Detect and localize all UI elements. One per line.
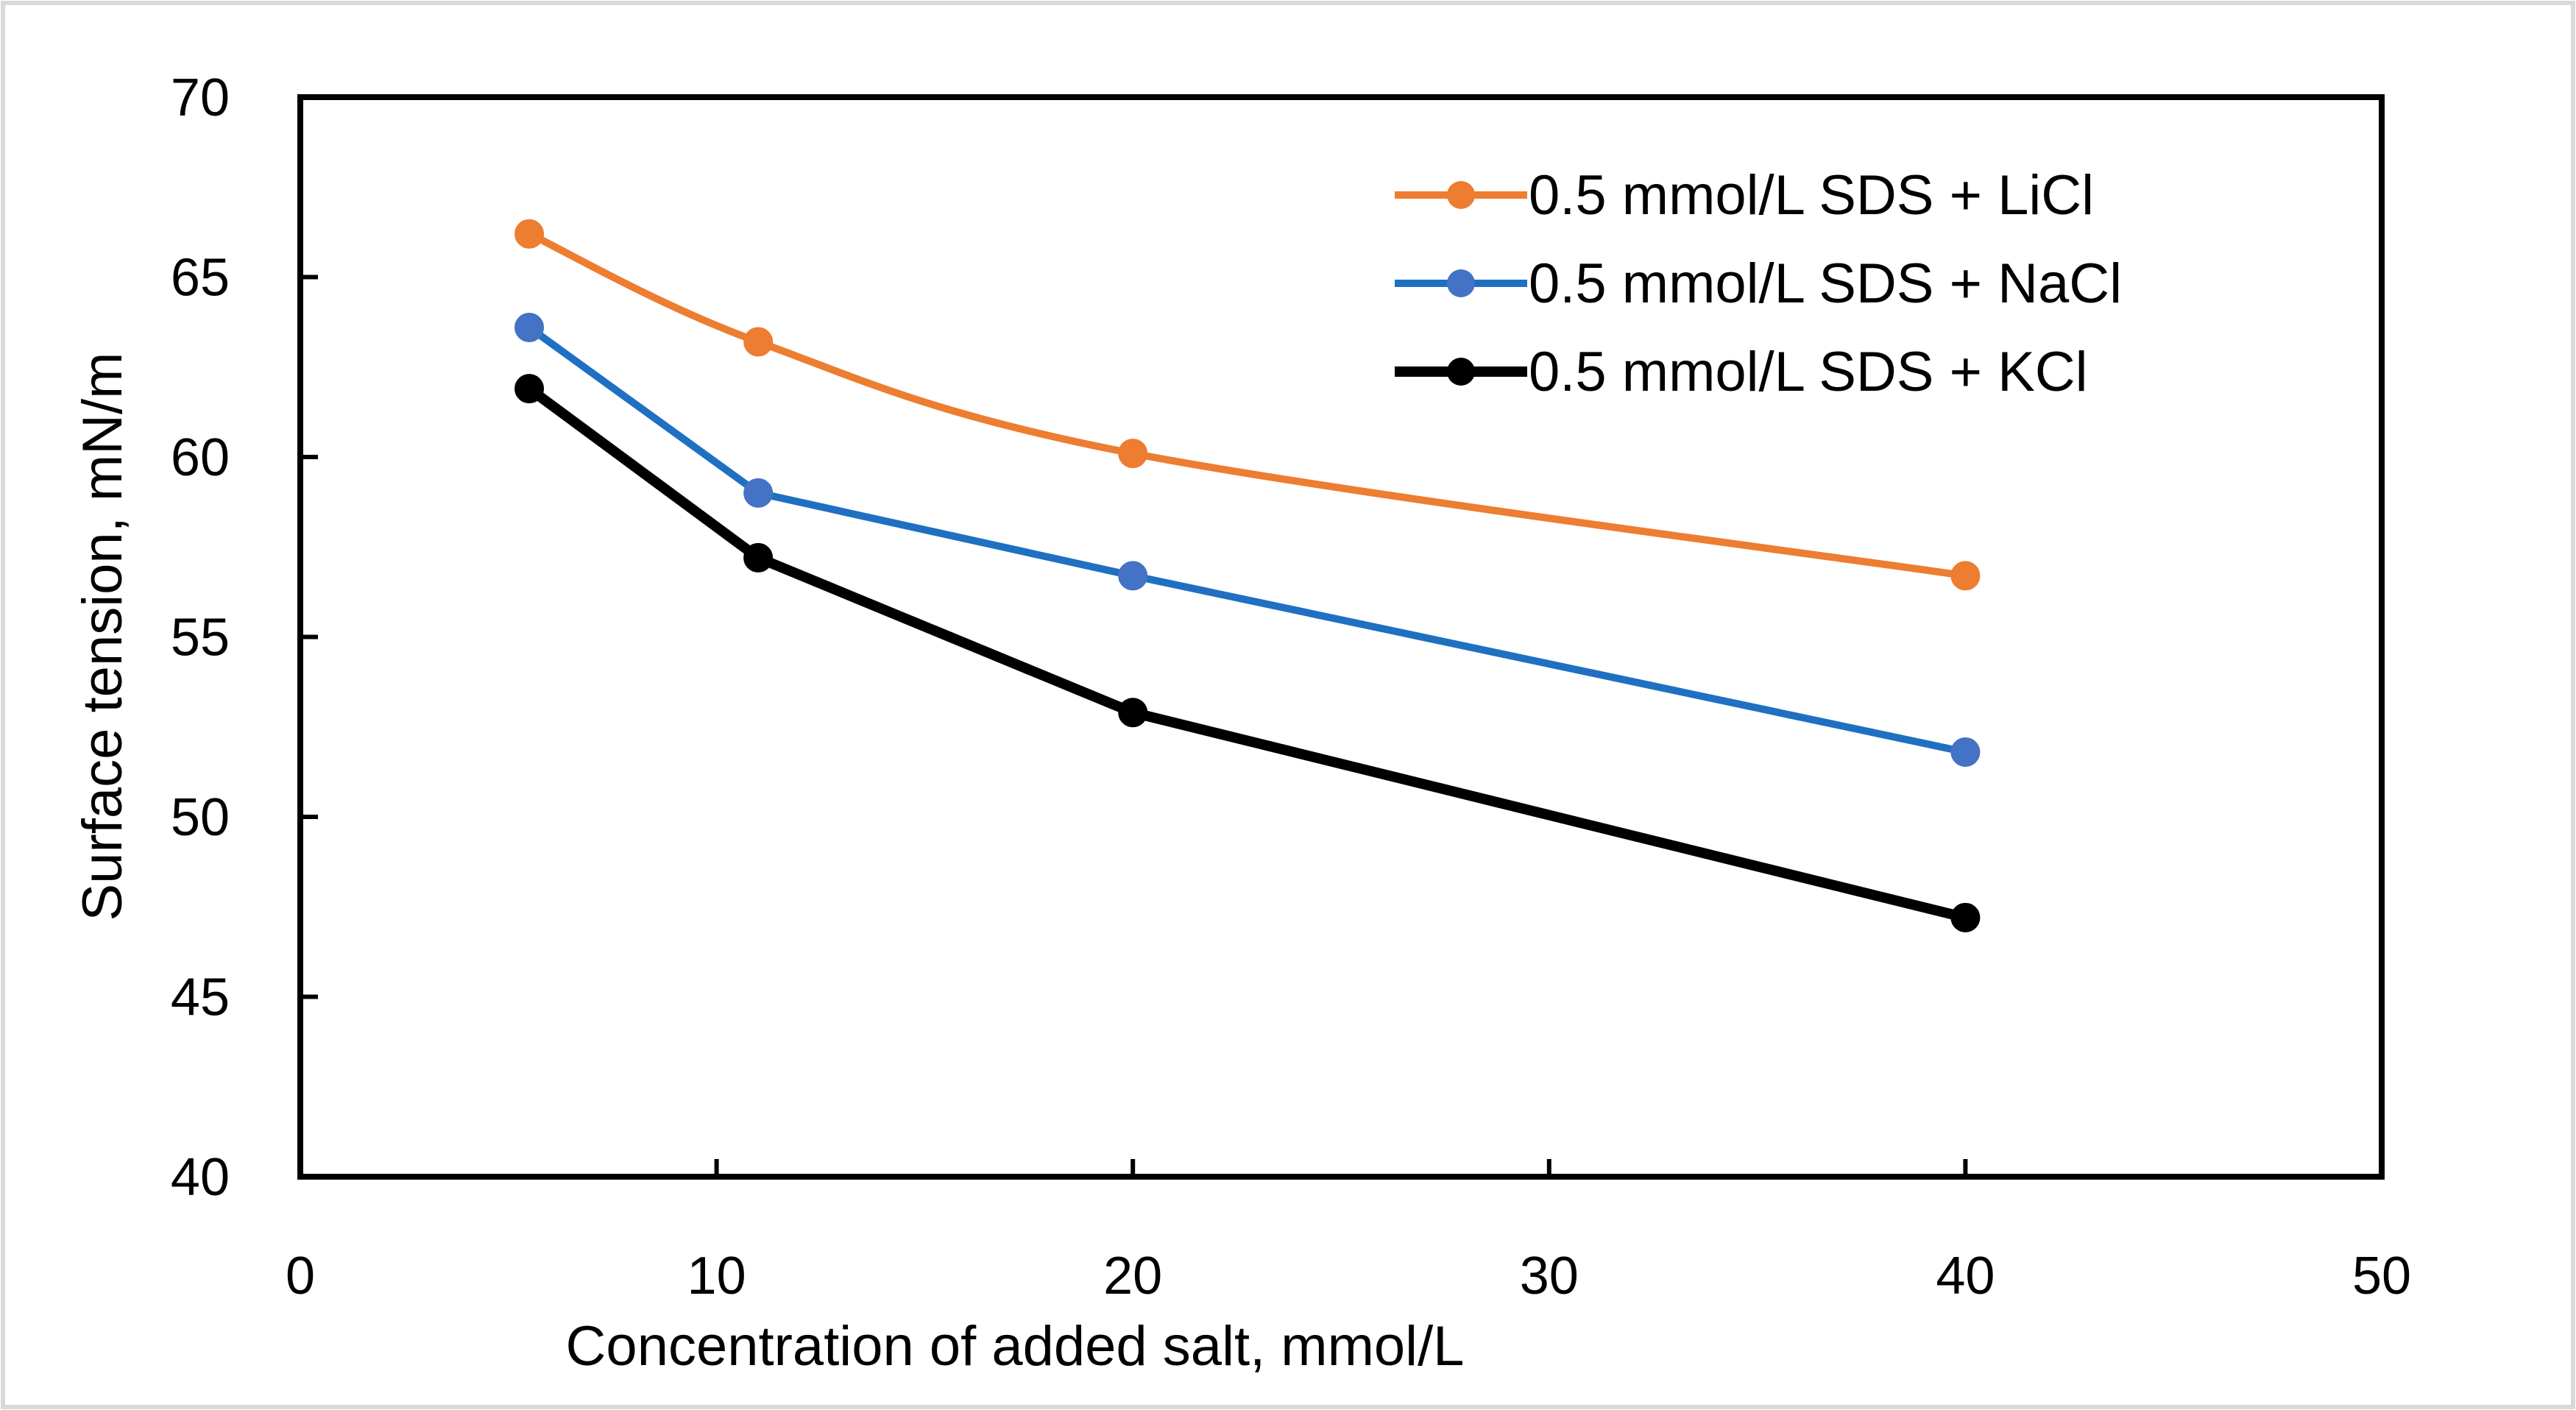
legend-marker-kcl (1447, 358, 1475, 386)
x-axis-ticks: 0 10 20 30 40 50 (286, 1159, 2411, 1306)
data-point-0-5-mmol-l-sds-nacl (743, 478, 774, 508)
series-line-0-5-mmol-l-sds-licl (526, 230, 1970, 580)
y-tick-label: 50 (171, 788, 230, 847)
legend-entry-kcl: 0.5 mmol/L SDS + KCl (1395, 341, 2088, 403)
y-tick-label: 70 (171, 68, 230, 127)
x-tick-label: 10 (687, 1247, 746, 1306)
data-point-0-5-mmol-l-sds-kcl (1118, 698, 1148, 728)
legend-label-nacl: 0.5 mmol/L SDS + NaCl (1529, 252, 2122, 315)
y-tick-label: 40 (171, 1148, 230, 1207)
y-tick-label: 60 (171, 428, 230, 487)
y-tick-label: 45 (171, 968, 230, 1027)
x-tick-label: 20 (1103, 1247, 1162, 1306)
data-point-0-5-mmol-l-sds-kcl (1950, 902, 1981, 932)
legend-label-licl: 0.5 mmol/L SDS + LiCl (1529, 164, 2094, 227)
legend-entry-nacl: 0.5 mmol/L SDS + NaCl (1395, 252, 2122, 315)
series-line-0-5-mmol-l-sds-nacl (526, 323, 1970, 756)
x-tick-label: 50 (2352, 1247, 2411, 1306)
data-point-0-5-mmol-l-sds-licl (1950, 561, 1981, 591)
series-layer (514, 219, 1981, 932)
legend-entry-licl: 0.5 mmol/L SDS + LiCl (1395, 164, 2094, 227)
legend-label-kcl: 0.5 mmol/L SDS + KCl (1529, 341, 2088, 403)
y-tick-label: 55 (171, 609, 230, 667)
data-point-0-5-mmol-l-sds-kcl (743, 542, 774, 573)
data-point-0-5-mmol-l-sds-nacl (514, 312, 545, 342)
legend-marker-nacl (1447, 269, 1475, 297)
x-tick-label: 0 (286, 1247, 315, 1306)
y-tick-label: 65 (171, 249, 230, 308)
data-point-0-5-mmol-l-sds-licl (743, 327, 774, 357)
data-point-0-5-mmol-l-sds-nacl (1118, 561, 1148, 591)
legend-marker-licl (1447, 181, 1475, 209)
x-tick-label: 40 (1936, 1247, 1995, 1306)
legend: 0.5 mmol/L SDS + LiCl 0.5 mmol/L SDS + N… (1395, 164, 2122, 403)
data-point-0-5-mmol-l-sds-kcl (514, 374, 545, 404)
y-axis-title: Surface tension, mN/m (71, 352, 134, 921)
x-axis-title: Concentration of added salt, mmol/L (566, 1315, 1465, 1378)
series-line-0-5-mmol-l-sds-kcl (524, 383, 1971, 923)
data-point-0-5-mmol-l-sds-nacl (1950, 737, 1981, 767)
x-tick-label: 30 (1520, 1247, 1579, 1306)
data-point-0-5-mmol-l-sds-licl (1118, 439, 1148, 469)
y-axis-ticks: 40 45 50 55 60 65 70 (171, 68, 318, 1207)
data-point-0-5-mmol-l-sds-licl (514, 219, 545, 249)
